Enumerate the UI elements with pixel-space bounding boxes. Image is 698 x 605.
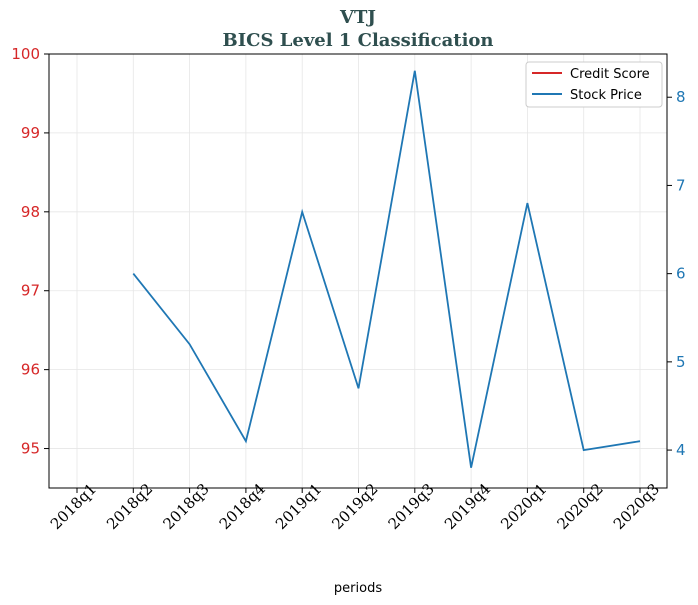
y-right-tick-label: 8 — [676, 88, 686, 106]
grid — [49, 53, 667, 488]
series-line-stock-price — [132, 70, 641, 468]
chart-title: VTJ — [339, 7, 376, 28]
y-right-tick-label: 4 — [676, 441, 686, 459]
legend: Credit Score Stock Price — [525, 61, 663, 108]
axes: 2018q1 2018q2 2018q3 2018q4 2019q1 2019q2 2019… — [11, 45, 685, 533]
y-left-tick-label: 99 — [21, 124, 40, 142]
y-left-tick-label: 98 — [21, 203, 40, 221]
y-left-tick-label: 95 — [21, 440, 40, 458]
y-left-tick-label: 100 — [11, 45, 40, 63]
x-axis-label: periods — [334, 581, 382, 596]
chart-subtitle: BICS Level 1 Classification — [222, 30, 493, 51]
y-right-tick-label: 6 — [676, 265, 686, 283]
plot-frame — [48, 53, 668, 489]
y-right-tick-label: 7 — [676, 176, 686, 194]
series-layer — [132, 70, 641, 468]
legend-label-stock-price: Stock Price — [570, 88, 642, 103]
legend-label-credit-score: Credit Score — [570, 67, 650, 82]
y-left-tick-label: 97 — [21, 282, 40, 300]
y-left-tick-label: 96 — [21, 361, 40, 379]
y-right-tick-label: 5 — [676, 353, 686, 371]
